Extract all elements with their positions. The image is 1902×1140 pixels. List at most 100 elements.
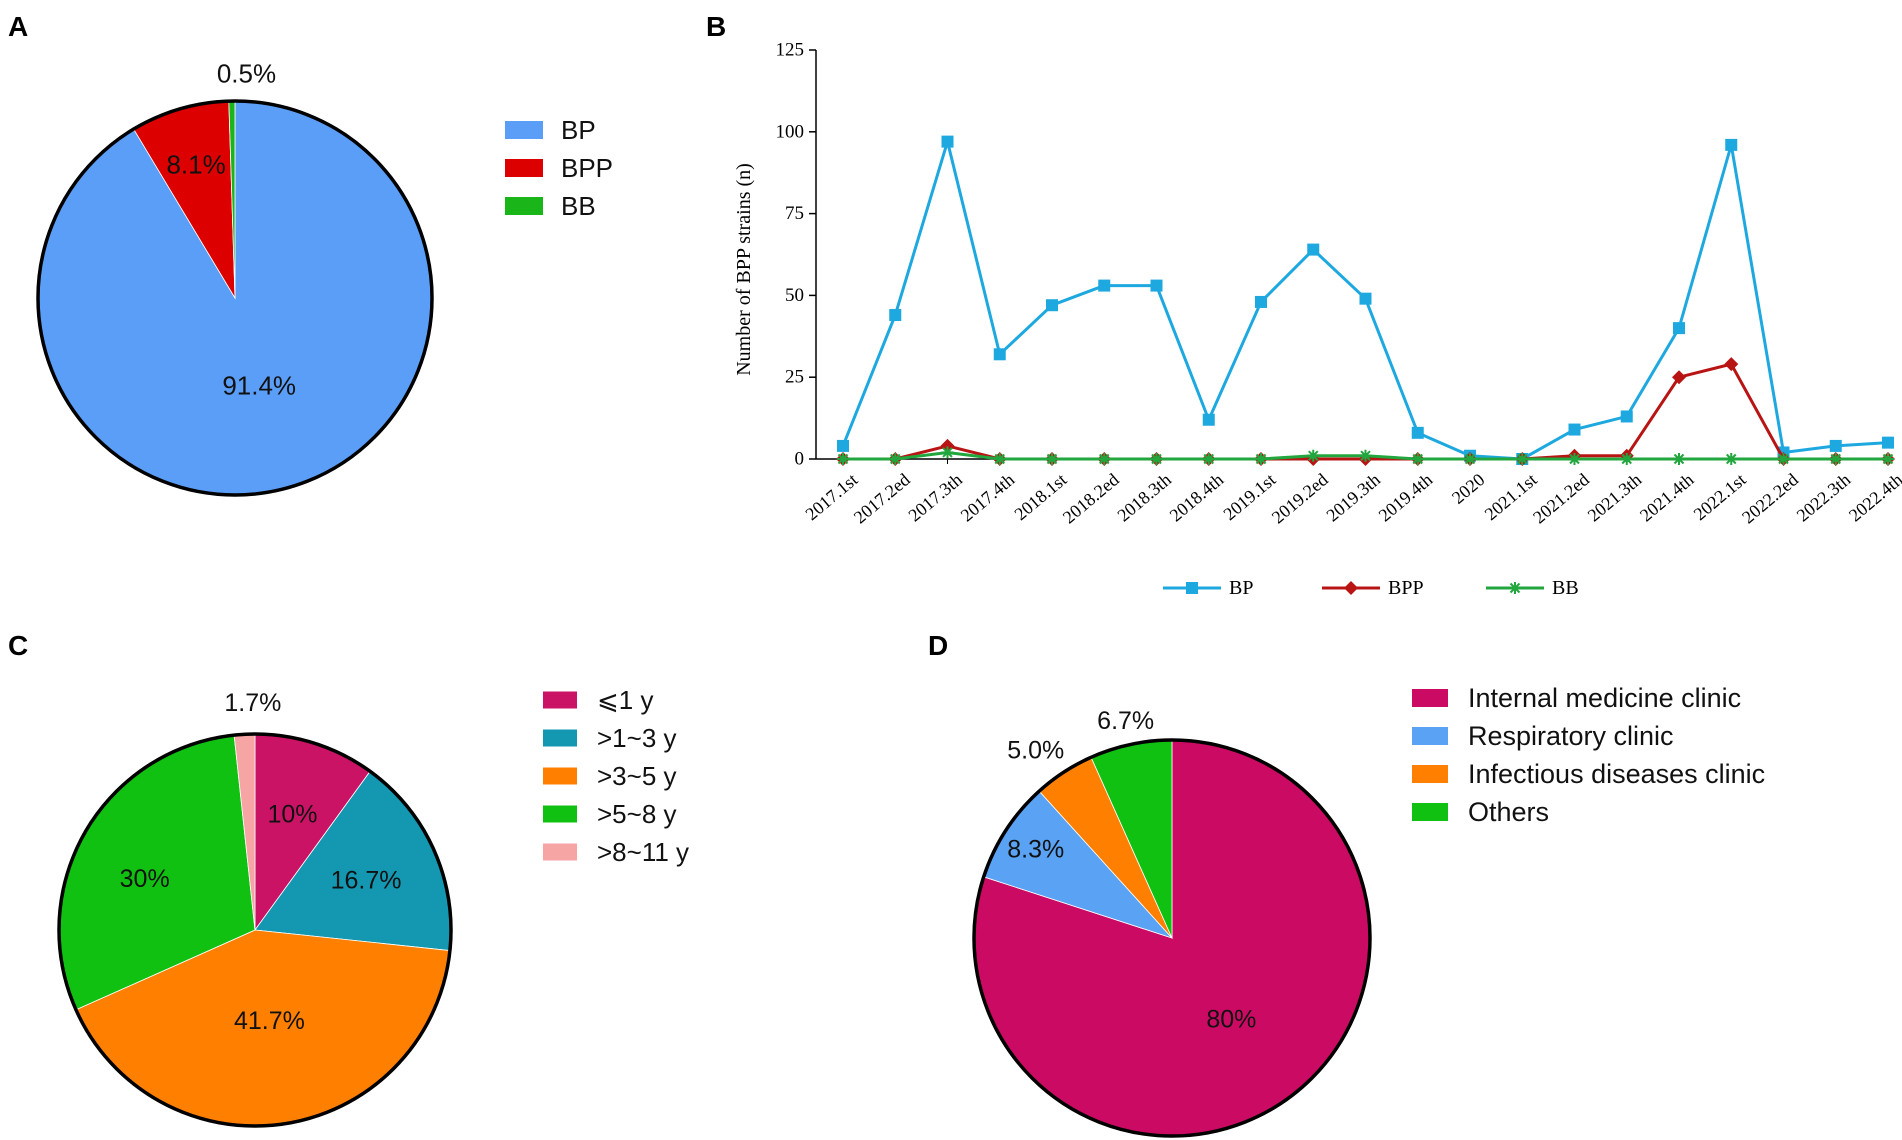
legend-label-others: Others [1468, 797, 1549, 827]
pie-chart-departments: 80% 8.3% 5.0% 6.7% [972, 707, 1372, 1138]
data-point-bb [1673, 453, 1685, 465]
panel-letter-a: A [8, 11, 28, 42]
x-tick-label-2022-3th: 2022.3th [1793, 469, 1855, 525]
pie-outline [57, 732, 453, 1128]
data-point-bp [1829, 439, 1842, 452]
x-tick-label-2019-3th: 2019.3th [1322, 469, 1384, 525]
pie-label-bpp: 8.1% [166, 150, 225, 180]
data-point-bb [889, 453, 902, 465]
legend-label-bb: BB [1552, 577, 1579, 599]
legend-label-1-y: ⩽1 y [597, 685, 653, 715]
line-chart-strains-by-quarter: 0 25 50 75 100 125 Number of BPP strains (n) 20… [733, 40, 1902, 600]
legend-strains: BP BPP BB [1163, 577, 1579, 599]
legend-swatch-internal-medicine-clinic [1412, 689, 1448, 707]
legend-age-groups: ⩽1 y >1~3 y >3~5 y >5~8 y >8~11 y [543, 685, 689, 867]
data-point-bb [1359, 449, 1372, 462]
pie-label-bb: 0.5% [217, 58, 276, 88]
data-point-bp [993, 348, 1006, 361]
x-tick-label-2022-2ed: 2022.2ed [1738, 469, 1802, 527]
data-point-bb [1516, 453, 1529, 465]
data-point-bb [1568, 453, 1581, 465]
pie-outline [36, 99, 434, 497]
data-point-bb [1777, 453, 1790, 465]
legend-label-bpp: BPP [1388, 577, 1424, 599]
legend-swatch-bpp [505, 159, 543, 177]
data-point-bp [1202, 413, 1215, 426]
y-tick-label: 0 [795, 449, 805, 470]
legend-swatch-infectious-diseases-clinic [1412, 765, 1448, 783]
legend-swatch-3-5-y [543, 767, 577, 785]
data-point-bb [1620, 453, 1633, 465]
legend-swatch-1-y [543, 691, 577, 709]
legend-label-3-5-y: >3~5 y [597, 761, 677, 791]
legend-marker-bb [1509, 582, 1521, 594]
legend-label-bb: BB [561, 191, 596, 221]
legend-swatch-8-11-y [543, 843, 577, 861]
data-point-bp [889, 309, 902, 322]
data-point-bp [1568, 423, 1581, 436]
pie-label-5-8-y: 30% [120, 865, 170, 893]
legend-marker-bpp [1344, 581, 1358, 595]
legend-label-5-8-y: >5~8 y [597, 799, 677, 829]
legend-marker-bp [1186, 582, 1198, 594]
x-tick-label-2017-4th: 2017.4th [957, 469, 1019, 525]
pie-label-8-11-y: 1.7% [224, 689, 281, 717]
pie-label-1-3-y: 16.7% [331, 867, 402, 895]
pie-chart-species: 91.4% 8.1% 0.5% [36, 58, 434, 497]
series-line-bpp [843, 362, 1888, 461]
data-point-bp [941, 135, 954, 148]
legend-swatch-others [1412, 803, 1448, 821]
data-point-bb [1307, 449, 1320, 462]
y-tick-label: 50 [785, 285, 804, 306]
y-tick-label: 100 [776, 121, 805, 142]
pie-label-1-y: 10% [267, 800, 317, 828]
legend-label-bp: BP [561, 115, 596, 145]
data-point-bp [1882, 436, 1894, 449]
legend-departments: Internal medicine clinic Respiratory clin… [1412, 683, 1765, 827]
data-point-bb [1255, 453, 1267, 465]
data-point-bp [1098, 279, 1111, 292]
legend-label-1-3-y: >1~3 y [597, 723, 677, 753]
y-tick-label: 125 [776, 40, 805, 61]
data-point-bb [1725, 453, 1738, 465]
data-point-bb [1882, 453, 1894, 465]
legend-item-bb: BB [1486, 577, 1579, 599]
data-point-bp [1046, 299, 1058, 312]
series-bpp [836, 357, 1895, 466]
data-point-bb [1098, 453, 1111, 465]
panel-letter-d: D [928, 630, 948, 661]
data-point-bb [1150, 453, 1163, 465]
data-point-bb [1411, 453, 1424, 465]
data-point-bpp [1724, 357, 1739, 372]
legend-swatch-respiratory-clinic [1412, 727, 1448, 745]
series-bb [837, 446, 1894, 465]
data-point-bb [941, 446, 954, 459]
legend-label-respiratory-clinic: Respiratory clinic [1468, 721, 1674, 751]
x-tick-label-2018-4th: 2018.4th [1166, 469, 1228, 525]
pie-chart-age-groups: 10% 16.7% 41.7% 30% 1.7% [57, 689, 453, 1128]
legend-swatch-5-8-y [543, 805, 577, 823]
series-bp [837, 135, 1894, 465]
x-tick-label-2021-3th: 2021.3th [1584, 469, 1646, 525]
data-point-bb [1829, 453, 1842, 465]
data-point-bp [1359, 292, 1372, 305]
pie-label-others: 6.7% [1097, 707, 1154, 735]
panel-letter-c: C [8, 630, 28, 661]
legend-label-bpp: BPP [561, 153, 613, 183]
data-point-bpp [1672, 370, 1686, 385]
data-point-bp [1620, 410, 1633, 423]
legend-item-bp: BP [1163, 577, 1253, 599]
legend-swatch-bb [505, 197, 543, 215]
y-tick-label: 25 [785, 367, 804, 388]
data-point-bp [837, 439, 849, 452]
data-point-bp [1411, 426, 1424, 439]
x-tick-label-2017-3th: 2017.3th [904, 469, 966, 525]
legend-swatch-1-3-y [543, 729, 577, 747]
x-tick-label-2018-2ed: 2018.2ed [1059, 469, 1123, 527]
data-point-bp [1725, 138, 1738, 151]
x-tick-label-2022-4th: 2022.4th [1845, 469, 1902, 525]
x-tick-label-2018-3th: 2018.3th [1113, 469, 1175, 525]
pie-outline [972, 738, 1372, 1138]
data-point-bb [837, 453, 849, 465]
